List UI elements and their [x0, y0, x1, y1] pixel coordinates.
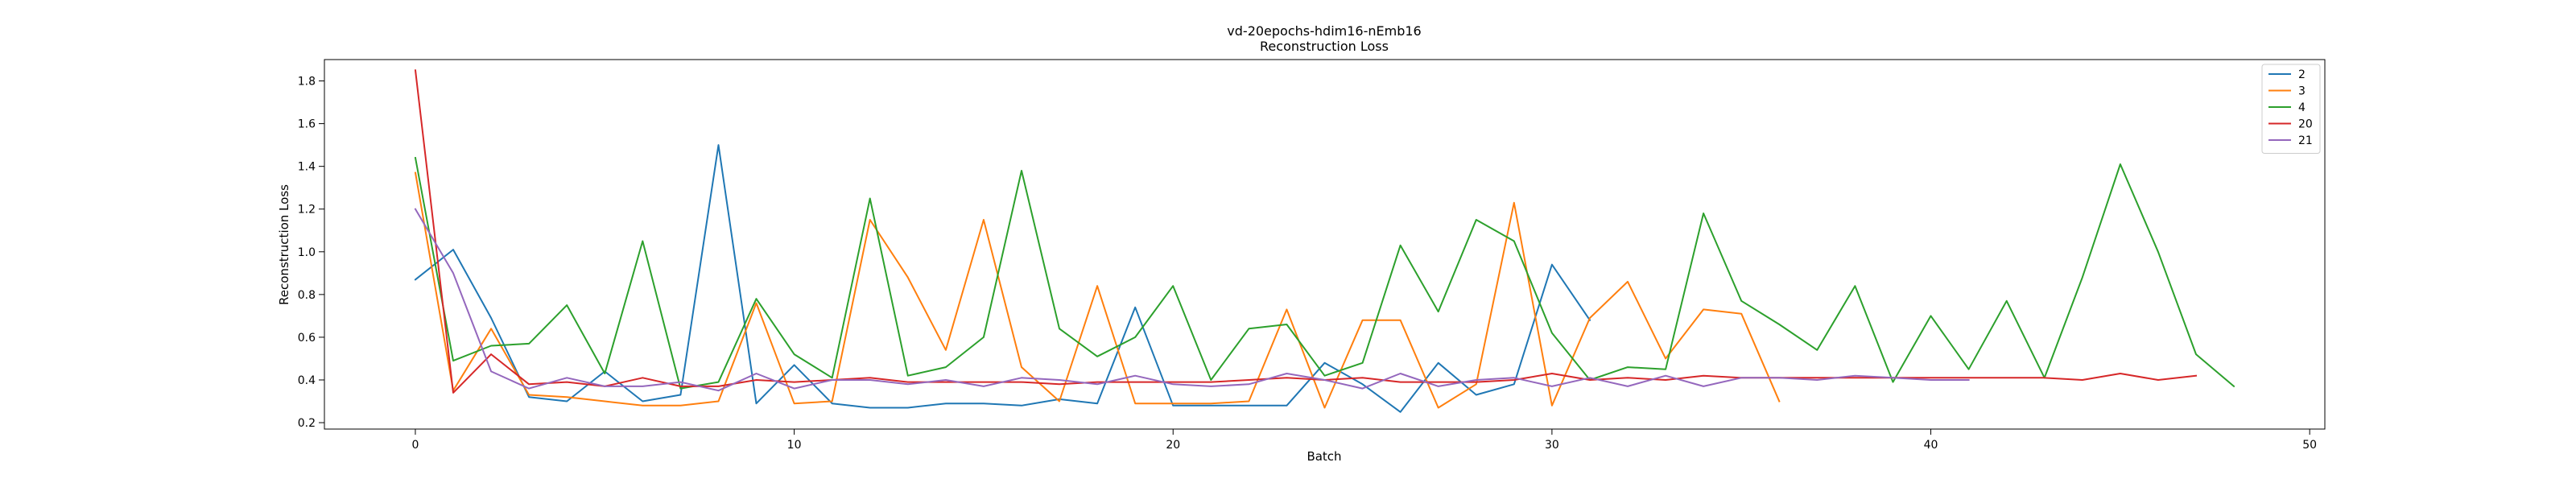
y-axis-ticks: 0.2 0.4 0.6 0.8 1.0 1.2 1.4 1.6 1.8 [298, 76, 324, 430]
x-tick-label: 10 [787, 439, 802, 452]
y-tick-label: 0.4 [298, 374, 316, 387]
x-tick-label: 20 [1166, 439, 1180, 452]
y-tick-label: 1.2 [298, 204, 316, 217]
series-line-21 [414, 208, 1970, 392]
legend-label-20: 20 [2298, 118, 2313, 131]
y-axis-label: Reconstruction Loss [277, 184, 291, 305]
x-tick-label: 30 [1545, 439, 1559, 452]
series-line-4 [414, 156, 2235, 390]
legend-label-2: 2 [2298, 68, 2306, 81]
plot-area [324, 59, 2326, 430]
y-tick-label: 1.4 [298, 161, 316, 174]
x-tick-label: 40 [1924, 439, 1938, 452]
series-line-2 [414, 144, 1591, 413]
y-tick-label: 0.6 [298, 332, 316, 345]
legend-box [2261, 64, 2321, 154]
axes-frame [324, 59, 2326, 430]
chart-subtitle: Reconstruction Loss [1260, 39, 1389, 54]
x-tick-label: 50 [2302, 439, 2317, 452]
y-tick-label: 1.0 [298, 246, 316, 259]
y-tick-label: 1.6 [298, 118, 316, 131]
chart-title: vd-20epochs-hdim16-nEmb16 [1227, 23, 1421, 39]
plot-background [324, 60, 2325, 429]
legend-label-4: 4 [2298, 101, 2306, 114]
series-lines [414, 69, 2235, 413]
y-tick-label: 0.2 [298, 417, 316, 430]
series-line-3 [414, 171, 1781, 409]
y-tick-label: 0.8 [298, 289, 316, 302]
x-axis-ticks: 0 10 20 30 40 50 [411, 429, 2317, 452]
legend: 2 3 4 20 21 [2261, 64, 2321, 154]
legend-label-21: 21 [2298, 134, 2313, 147]
legend-label-3: 3 [2298, 85, 2306, 98]
x-axis-label: Batch [1307, 449, 1341, 464]
x-tick-label: 0 [411, 439, 419, 452]
y-tick-label: 1.8 [298, 76, 316, 89]
